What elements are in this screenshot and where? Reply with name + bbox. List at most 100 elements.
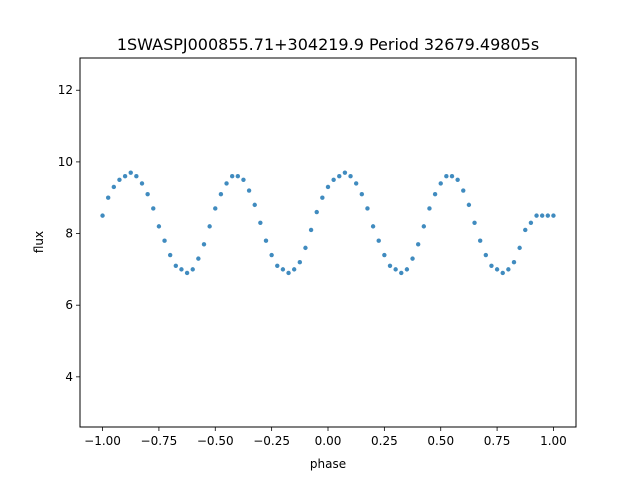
data-point [275,263,280,268]
data-point [213,206,218,211]
data-point [382,252,387,258]
data-point [241,177,246,183]
data-point [162,238,167,243]
data-point [404,267,410,272]
data-point [128,170,133,175]
x-tick-label: −0.50 [197,434,234,448]
x-axis-label: phase [310,457,346,471]
data-point [100,213,105,218]
data-point [280,267,286,272]
data-point [122,174,128,179]
data-point [145,191,150,197]
y-tick-label: 10 [58,155,73,169]
data-point [111,184,117,190]
data-point [235,174,241,179]
data-point [117,177,122,183]
data-point [173,263,179,268]
data-point [365,206,370,211]
x-tick-label: −0.25 [253,434,290,448]
data-point [511,260,517,265]
x-tick-label: 0.50 [427,434,454,448]
data-point [449,174,455,179]
y-tick-label: 8 [65,227,73,241]
data-point [246,188,252,193]
data-point [387,263,393,268]
data-point [551,213,556,218]
data-point [286,270,291,276]
data-point [353,181,359,186]
data-point [415,242,421,247]
data-point [314,209,319,215]
data-point [196,256,201,261]
data-point [105,195,111,200]
data-point [190,267,195,272]
data-point [224,181,229,186]
y-tick-label: 4 [65,370,73,384]
data-point [472,220,477,225]
data-point [438,181,443,186]
data-point [218,191,224,197]
data-point [528,220,534,225]
data-point [506,267,511,272]
data-point [263,238,269,243]
data-point [342,170,348,175]
x-tick-label: −0.75 [141,434,178,448]
data-point [455,177,460,183]
data-point [477,238,483,243]
data-point [534,213,539,218]
data-point [410,256,415,261]
x-tick-label: −1.00 [84,434,121,448]
x-tick-label: 0.00 [315,434,342,448]
data-point [348,174,353,179]
x-tick-label: 0.75 [484,434,511,448]
data-point [421,224,427,229]
data-point [483,252,489,258]
data-point [399,270,404,276]
data-point [258,220,263,225]
data-point [201,242,207,247]
data-point [167,252,173,258]
data-point [337,174,342,179]
data-point [303,245,308,251]
data-point [179,267,184,272]
data-point [269,252,274,258]
data-point [291,267,297,272]
data-point [461,188,466,193]
data-point [427,206,432,211]
data-point [432,191,438,197]
data-point [134,174,139,179]
data-point [331,177,336,183]
data-point [297,260,303,265]
y-axis-label: flux [32,231,46,253]
data-point [500,270,505,276]
data-point [444,174,449,179]
data-point [151,206,156,211]
y-axis: 4 6 8 10 12 [58,83,80,384]
chart-title: 1SWASPJ000855.71+304219.9 Period 32679.4… [117,35,539,54]
data-point [252,202,257,208]
data-point [494,267,500,272]
data-point [489,263,494,268]
data-point [393,267,398,272]
data-point [376,238,381,243]
data-point [229,174,235,179]
data-point [325,184,331,190]
data-point [359,191,365,197]
data-point [184,270,190,276]
x-tick-label: 0.25 [371,434,398,448]
data-point [308,227,314,233]
data-point [139,181,145,186]
data-point [156,224,162,229]
x-tick-label: 1.00 [540,434,567,448]
y-tick-label: 12 [58,83,73,97]
data-point [545,213,551,218]
data-point [207,224,212,229]
data-point [320,195,325,200]
data-point [539,213,545,218]
data-point [466,202,472,208]
data-points [100,170,556,276]
y-tick-label: 6 [65,298,73,312]
x-axis: −1.00 −0.75 −0.50 −0.25 0.00 0.25 0.50 0.75 1.00 [84,427,567,448]
